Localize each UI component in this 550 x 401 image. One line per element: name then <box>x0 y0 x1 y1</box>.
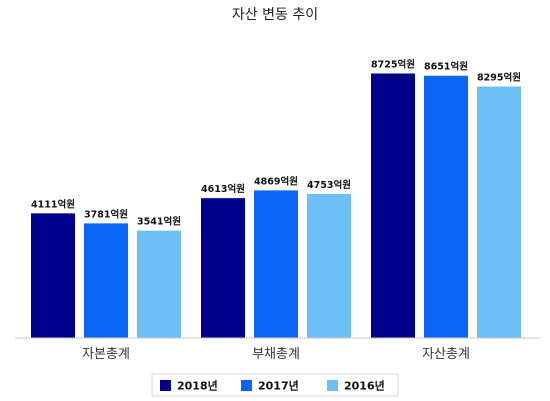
category-label-1: 자본총계 <box>82 347 130 362</box>
bar-3-3 <box>477 86 521 339</box>
bar-2-3 <box>307 193 351 338</box>
data-labels-group: 4111억원 3781억원 3541억원 4613억원 4869억원 4753억원 8725… <box>31 58 521 227</box>
bar-2-1 <box>201 198 245 338</box>
legend-label-2: 2017년 <box>258 379 299 393</box>
legend-label-3: 2016년 <box>344 379 385 393</box>
legend-swatch-3 <box>327 380 338 391</box>
bar-1-2 <box>84 223 128 338</box>
bar-1-1 <box>31 213 75 338</box>
legend-swatch-2 <box>241 380 252 391</box>
data-label-1-1: 4111억원 <box>31 198 75 210</box>
category-label-3: 자산총계 <box>422 347 470 362</box>
data-label-3-3: 8295억원 <box>477 72 521 84</box>
category-labels-group: 자본총계 부채총계 자산총계 <box>82 347 470 362</box>
data-label-1-3: 3541억원 <box>137 216 181 228</box>
bar-3-2 <box>424 75 468 339</box>
category-label-2: 부채총계 <box>252 347 300 362</box>
bar-1-3 <box>137 230 181 338</box>
legend: 2018년 2017년 2016년 <box>151 373 399 397</box>
legend-label-1: 2018년 <box>177 379 218 393</box>
chart-title: 자산 변동 추이 <box>232 7 318 23</box>
bar-3-1 <box>371 73 415 338</box>
bars-group <box>31 73 521 339</box>
data-label-2-1: 4613억원 <box>201 183 245 195</box>
bar-2-2 <box>254 190 298 338</box>
legend-swatch-1 <box>160 380 171 391</box>
data-label-1-2: 3781억원 <box>84 208 128 220</box>
data-label-3-1: 8725억원 <box>371 58 415 70</box>
data-label-2-3: 4753억원 <box>307 179 351 191</box>
data-label-2-2: 4869억원 <box>254 175 298 187</box>
data-label-3-2: 8651억원 <box>424 61 468 73</box>
